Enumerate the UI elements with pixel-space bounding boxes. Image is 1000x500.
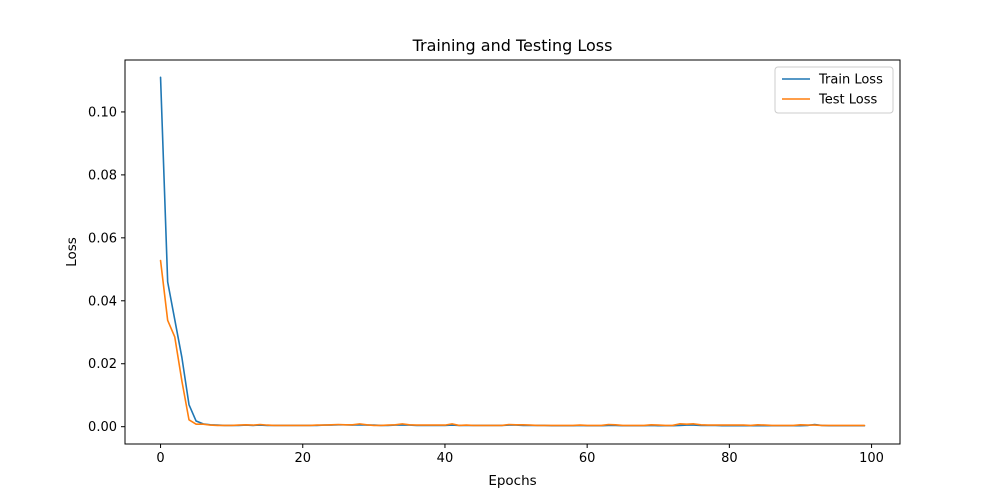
x-tick-label: 100	[859, 451, 884, 466]
legend-label: Test Loss	[818, 93, 877, 108]
x-tick-label: 0	[156, 451, 164, 466]
plot-area	[159, 76, 866, 427]
x-tick-label: 80	[721, 451, 738, 466]
y-tick-label: 0.00	[88, 420, 117, 435]
y-tick-label: 0.10	[88, 105, 117, 120]
y-tick-label: 0.08	[88, 168, 117, 183]
y-tick-label: 0.02	[88, 357, 117, 372]
chart-title: Training and Testing Loss	[412, 36, 613, 55]
x-tick-label: 20	[294, 451, 311, 466]
x-tick-label: 40	[437, 451, 454, 466]
x-tick-label: 60	[579, 451, 596, 466]
y-axis-label: Loss	[64, 237, 80, 267]
y-axis: 0.00 0.02 0.04 0.06 0.08 0.10	[88, 105, 125, 435]
y-tick-label: 0.06	[88, 231, 117, 246]
legend-label: Train Loss	[818, 73, 883, 88]
series-line-test-loss	[159, 259, 866, 427]
legend: Train Loss Test Loss	[774, 66, 894, 114]
x-axis: 0 20 40 60 80 100	[156, 444, 884, 466]
plot-frame	[124, 59, 901, 445]
x-axis-label: Epochs	[488, 473, 536, 489]
y-tick-label: 0.04	[88, 294, 117, 309]
